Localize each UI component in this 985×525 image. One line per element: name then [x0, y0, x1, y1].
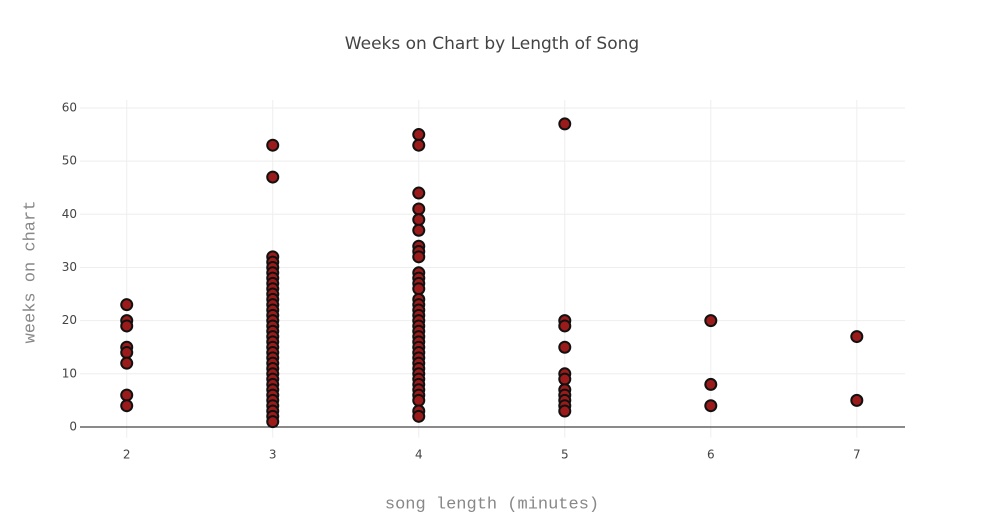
point — [558, 319, 572, 333]
y-tick-label: 20 — [62, 313, 77, 327]
x-tick-label: 6 — [707, 448, 715, 462]
point — [412, 186, 426, 200]
y-tick-label: 0 — [69, 419, 77, 433]
point — [850, 393, 864, 407]
chart-title: Weeks on Chart by Length of Song — [345, 34, 639, 54]
point — [266, 415, 280, 429]
point — [266, 170, 280, 184]
y-axis-title: weeks on chart — [21, 201, 40, 344]
y-tick-label: 50 — [62, 154, 77, 168]
point — [704, 399, 718, 413]
point — [558, 372, 572, 386]
x-tick-label: 7 — [853, 448, 861, 462]
point — [412, 409, 426, 423]
x-axis-title: song length (minutes) — [385, 495, 599, 514]
point — [412, 223, 426, 237]
point — [266, 138, 280, 152]
y-tick-label: 60 — [62, 100, 77, 114]
point — [412, 128, 426, 142]
x-tick-label: 5 — [561, 448, 569, 462]
point — [704, 377, 718, 391]
point — [120, 298, 134, 312]
y-tick-label: 10 — [62, 366, 77, 380]
y-tick-label: 40 — [62, 207, 77, 221]
point — [120, 319, 134, 333]
point — [558, 404, 572, 418]
point — [120, 356, 134, 370]
point — [412, 202, 426, 216]
y-tick-label: 30 — [62, 260, 77, 274]
x-tick-label: 4 — [415, 448, 423, 462]
x-tick-label: 3 — [269, 448, 277, 462]
x-tick-label: 2 — [123, 448, 131, 462]
point — [558, 117, 572, 131]
point — [412, 250, 426, 264]
point — [412, 393, 426, 407]
point — [412, 138, 426, 152]
point — [412, 282, 426, 296]
point — [558, 340, 572, 354]
point — [120, 388, 134, 402]
point — [412, 213, 426, 227]
point — [850, 330, 864, 344]
point — [120, 399, 134, 413]
point — [704, 314, 718, 328]
point — [120, 346, 134, 360]
